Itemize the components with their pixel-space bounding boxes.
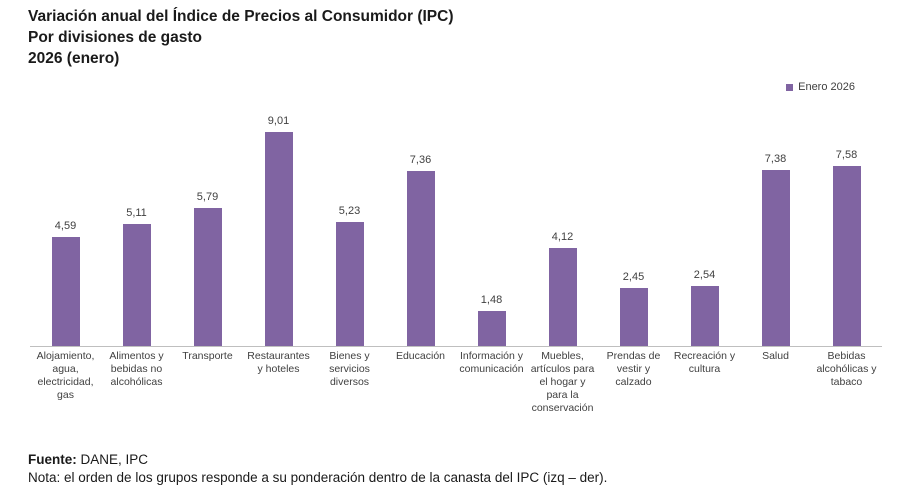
legend-marker-icon [786,83,794,91]
bar-column: 4,59 [30,108,101,346]
category-label: Educación [395,350,446,362]
bar [548,247,577,346]
footer: Fuente: DANE, IPC Nota: el orden de los … [28,451,607,487]
bar-value-label: 7,38 [764,153,787,166]
bar-column: 7,38 [740,108,811,346]
bar-value-label: 1,48 [480,293,503,306]
bar-value-label: 4,59 [54,219,77,232]
title-line-2: Por divisiones de gasto [28,29,202,46]
bar-value-label: 9,01 [267,114,290,127]
bar-column: 5,79 [172,108,243,346]
bar-value-label: 5,23 [338,204,361,217]
chart-title: Variación anual del Índice de Precios al… [28,6,454,69]
legend: Enero 2026 [786,81,855,93]
category-label: Bebidas alcohólicas y tabaco [816,350,877,388]
source-value: DANE, IPC [80,452,149,467]
bar [690,285,719,346]
bar [406,170,435,346]
bar-column: 9,01 [243,108,314,346]
category-label: Prendas de vestir y calzado [606,350,661,388]
source-line: Fuente: DANE, IPC [28,451,607,469]
bar-column: 2,45 [598,108,669,346]
note-line: Nota: el orden de los grupos responde a … [28,470,608,485]
legend-label: Enero 2026 [798,81,855,93]
category-label: Muebles, artículos para el hogar y para … [530,350,595,414]
category-label: Alojamiento, agua, electricidad, gas [36,350,95,401]
title-line-3: 2026 (enero) [28,50,120,67]
bar-column: 4,12 [527,108,598,346]
bar [51,236,80,346]
bar-value-label: 4,12 [551,230,574,243]
bar [193,208,222,346]
category-label: Información y comunicación [459,350,524,375]
bar-value-label: 7,36 [409,153,432,166]
category-label: Alimentos y bebidas no alcohólicas [109,350,164,388]
x-axis-labels: Alojamiento, agua, electricidad, gas Alim… [30,350,882,415]
bar-column: 2,54 [669,108,740,346]
title-line-1: Variación anual del Índice de Precios al… [28,8,454,25]
category-label: Transporte [182,350,233,362]
bar [122,224,151,346]
bar-chart-plot: 4,59 5,11 5,79 9,01 5,23 7,36 1,48 4,12 2,45 2,54… [30,108,882,346]
bar-value-label: 2,45 [622,270,645,283]
source-label: Fuente: [28,452,77,467]
bar-value-label: 2,54 [693,268,716,281]
x-axis-line [30,346,882,347]
bar [619,287,648,346]
bar-value-label: 7,58 [835,148,858,161]
bar [264,131,293,346]
bar-value-label: 5,11 [126,207,147,220]
bar-column: 7,36 [385,108,456,346]
bar [477,310,506,346]
category-label: Recreación y cultura [673,350,736,375]
bar-value-label: 5,79 [196,191,219,204]
bar-column: 5,23 [314,108,385,346]
bar [761,170,790,346]
bar-column: 7,58 [811,108,882,346]
bar [832,165,861,346]
bar [335,221,364,346]
category-label: Salud [762,350,789,362]
bar-column: 5,11 [101,108,172,346]
bar-column: 1,48 [456,108,527,346]
category-label: Restaurantes y hoteles [247,350,310,375]
category-label: Bienes y servicios diversos [329,350,370,388]
